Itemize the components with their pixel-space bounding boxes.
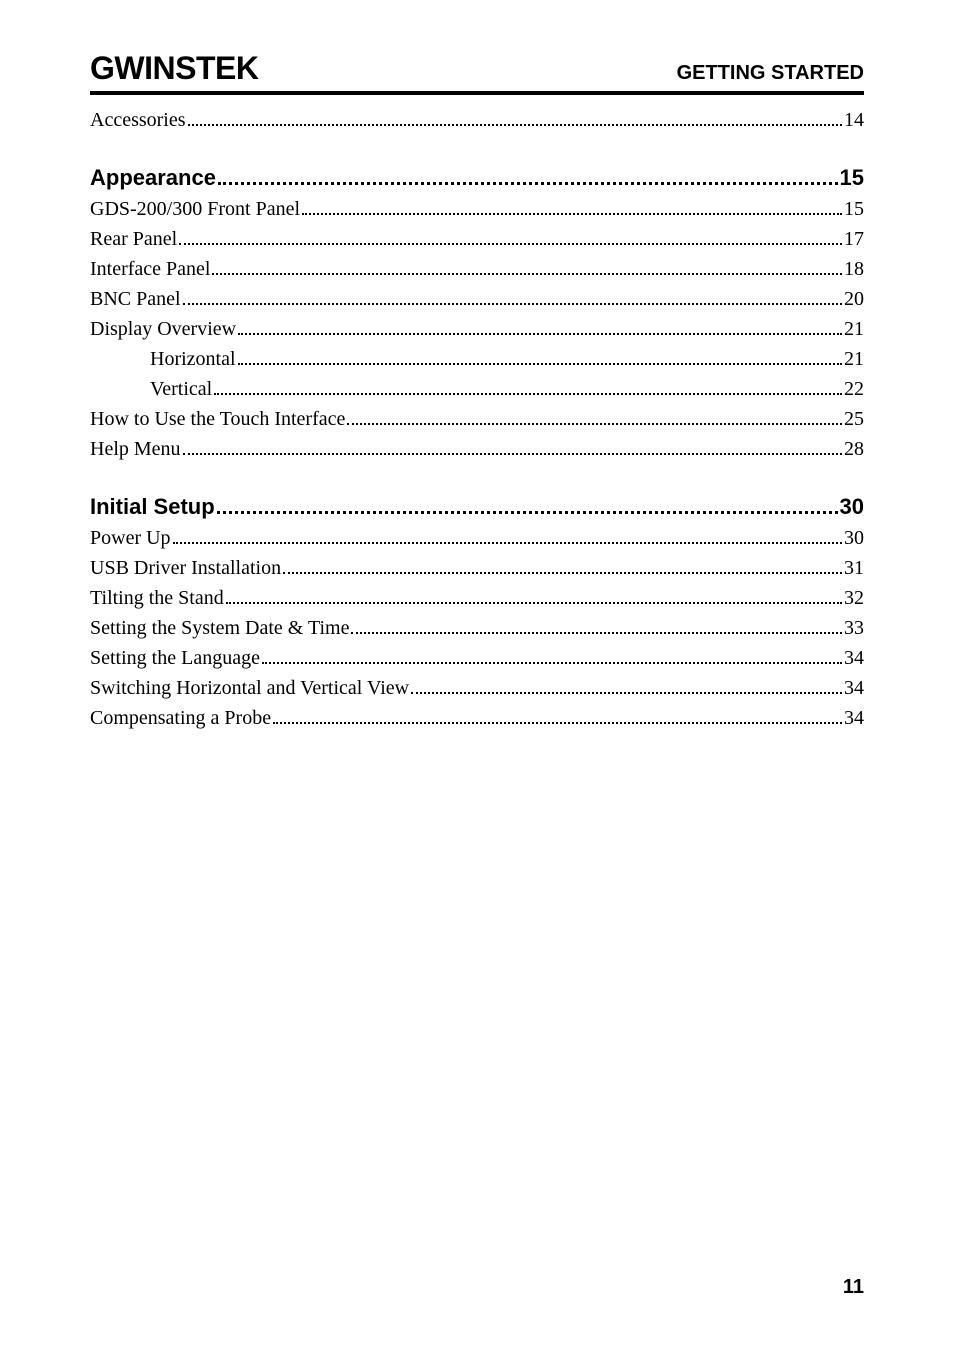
toc-page: 30 — [840, 490, 864, 523]
toc-leader-dots — [218, 182, 838, 185]
toc-line: How to Use the Touch Interface 25 — [90, 404, 864, 434]
toc-label: Tilting the Stand — [90, 583, 224, 613]
toc-line: Horizontal 21 — [90, 344, 864, 374]
toc-leader-dots — [173, 542, 842, 544]
toc-label: Initial Setup — [90, 490, 215, 523]
section-title: GETTING STARTED — [677, 62, 864, 85]
toc-leader-dots — [238, 333, 842, 335]
toc-page: 21 — [844, 314, 864, 344]
toc-page: 33 — [844, 613, 864, 643]
toc-line: Interface Panel 18 — [90, 254, 864, 284]
toc-page: 20 — [844, 284, 864, 314]
brand-logo: GWINSTEK — [90, 50, 258, 87]
toc-page: 15 — [844, 194, 864, 224]
page-header: GWINSTEK GETTING STARTED — [90, 50, 864, 95]
toc-page: 30 — [844, 523, 864, 553]
toc-page: 31 — [844, 553, 864, 583]
toc-label: How to Use the Touch Interface — [90, 404, 345, 434]
toc-label: Setting the System Date & Time — [90, 613, 349, 643]
toc-page: 18 — [844, 254, 864, 284]
toc-leader-dots — [188, 124, 842, 126]
toc-line: USB Driver Installation 31 — [90, 553, 864, 583]
toc-leader-dots — [262, 662, 842, 664]
toc-line: GDS-200/300 Front Panel 15 — [90, 194, 864, 224]
toc-line: Tilting the Stand 32 — [90, 583, 864, 613]
toc-leader-dots — [302, 213, 842, 215]
toc-line: Setting the System Date & Time 33 — [90, 613, 864, 643]
toc-line: BNC Panel 20 — [90, 284, 864, 314]
toc-leader-dots — [214, 393, 842, 395]
toc-label: Power Up — [90, 523, 171, 553]
toc-leader-dots — [273, 722, 842, 724]
toc-line: Vertical 22 — [90, 374, 864, 404]
toc-leader-dots — [212, 273, 842, 275]
toc-leader-dots — [183, 303, 842, 305]
logo-text: GWINSTEK — [90, 50, 258, 86]
toc-label: Vertical — [150, 374, 212, 404]
table-of-contents: Accessories 14Appearance 15GDS-200/300 F… — [90, 105, 864, 733]
toc-leader-dots — [347, 423, 842, 425]
toc-page: 22 — [844, 374, 864, 404]
toc-label: Help Menu — [90, 434, 181, 464]
toc-label: Horizontal — [150, 344, 236, 374]
toc-label: Accessories — [90, 105, 186, 135]
toc-page: 21 — [844, 344, 864, 374]
toc-label: Rear Panel — [90, 224, 177, 254]
toc-leader-dots — [283, 572, 842, 574]
toc-leader-dots — [238, 363, 842, 365]
toc-leader-dots — [411, 692, 842, 694]
toc-line: Accessories 14 — [90, 105, 864, 135]
toc-label: Setting the Language — [90, 643, 260, 673]
toc-page: 17 — [844, 224, 864, 254]
toc-page: 15 — [840, 161, 864, 194]
toc-page: 25 — [844, 404, 864, 434]
toc-leader-dots — [351, 632, 842, 634]
toc-page: 34 — [844, 703, 864, 733]
toc-label: Interface Panel — [90, 254, 210, 284]
toc-line: Setting the Language 34 — [90, 643, 864, 673]
toc-label: BNC Panel — [90, 284, 181, 314]
toc-leader-dots — [217, 511, 838, 514]
toc-page: 28 — [844, 434, 864, 464]
toc-line: Display Overview 21 — [90, 314, 864, 344]
toc-line: Initial Setup 30 — [90, 490, 864, 523]
toc-leader-dots — [226, 602, 842, 604]
toc-leader-dots — [179, 243, 842, 245]
toc-line: Rear Panel 17 — [90, 224, 864, 254]
toc-page: 34 — [844, 643, 864, 673]
toc-label: GDS-200/300 Front Panel — [90, 194, 300, 224]
toc-label: Appearance — [90, 161, 216, 194]
toc-line: Switching Horizontal and Vertical View 3… — [90, 673, 864, 703]
page-number: 11 — [843, 1276, 864, 1299]
toc-page: 14 — [844, 105, 864, 135]
toc-label: Switching Horizontal and Vertical View — [90, 673, 409, 703]
toc-line: Power Up 30 — [90, 523, 864, 553]
toc-page: 34 — [844, 673, 864, 703]
toc-leader-dots — [183, 453, 842, 455]
toc-line: Help Menu 28 — [90, 434, 864, 464]
toc-line: Compensating a Probe 34 — [90, 703, 864, 733]
toc-line: Appearance 15 — [90, 161, 864, 194]
toc-page: 32 — [844, 583, 864, 613]
toc-label: USB Driver Installation — [90, 553, 281, 583]
toc-label: Display Overview — [90, 314, 236, 344]
toc-label: Compensating a Probe — [90, 703, 271, 733]
